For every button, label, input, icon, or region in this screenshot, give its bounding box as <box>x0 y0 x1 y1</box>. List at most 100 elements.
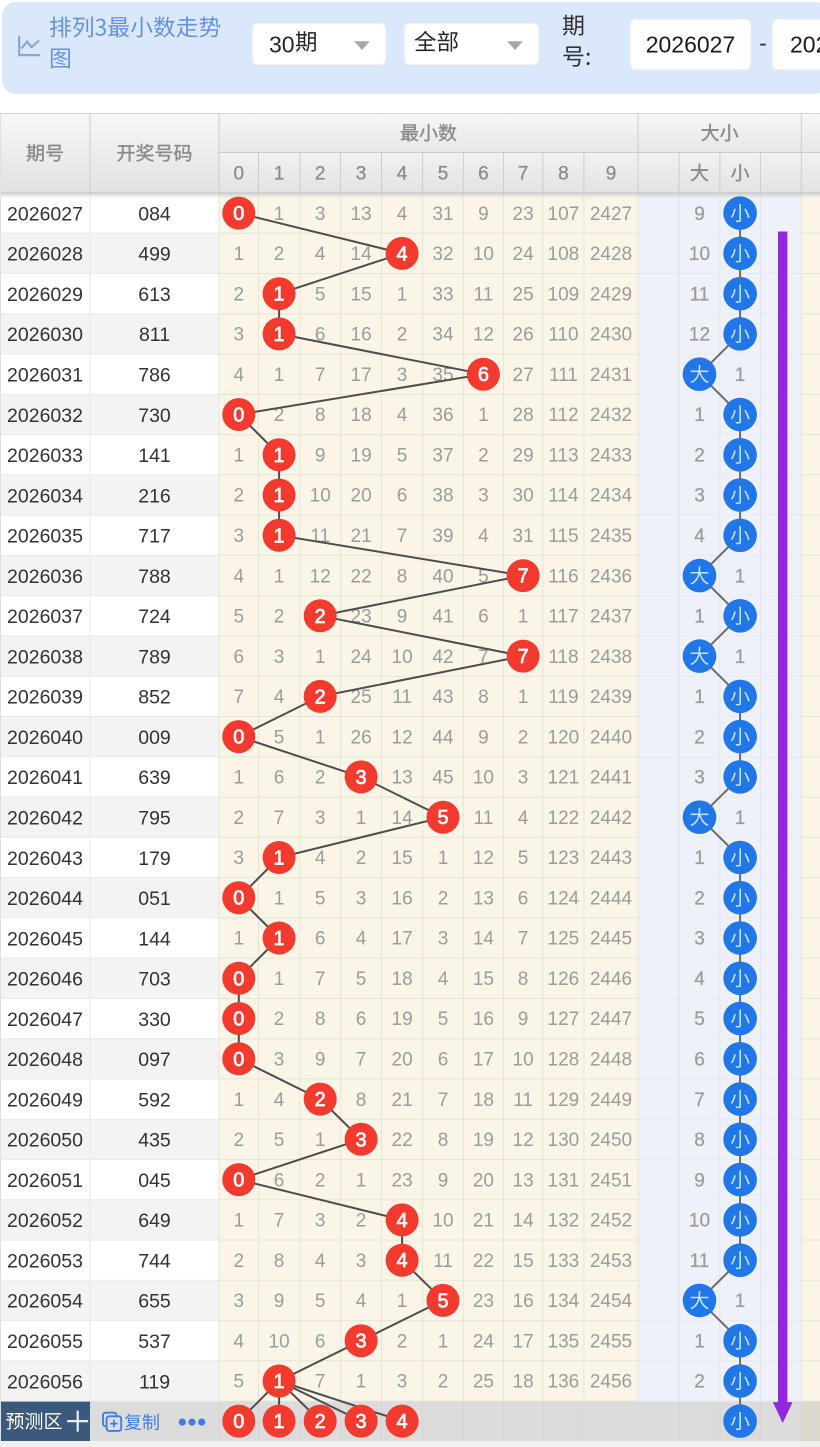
svg-text:216: 216 <box>138 485 171 507</box>
svg-text:136: 136 <box>548 1372 580 1393</box>
svg-text:2026027: 2026027 <box>7 203 83 225</box>
svg-text:12: 12 <box>392 727 413 748</box>
svg-text:17: 17 <box>351 365 372 386</box>
svg-text:23: 23 <box>513 204 534 225</box>
svg-text:128: 128 <box>548 1050 580 1071</box>
svg-text:2026033: 2026033 <box>7 445 83 467</box>
svg-text:639: 639 <box>138 767 171 789</box>
svg-text:3: 3 <box>234 1291 245 1312</box>
svg-text:0: 0 <box>233 968 244 990</box>
svg-text:3: 3 <box>274 647 285 668</box>
svg-text:129: 129 <box>548 1090 580 1111</box>
svg-text:135: 135 <box>548 1331 580 1352</box>
svg-text:2437: 2437 <box>590 607 632 628</box>
svg-text:18: 18 <box>513 1372 534 1393</box>
svg-text:3: 3 <box>356 767 367 789</box>
svg-text:7: 7 <box>518 646 529 668</box>
svg-text:20: 20 <box>473 1170 494 1191</box>
svg-text:2026045: 2026045 <box>7 928 83 950</box>
svg-text:1: 1 <box>315 1130 326 1151</box>
svg-text:6: 6 <box>438 1050 449 1071</box>
svg-text:19: 19 <box>473 1130 494 1151</box>
svg-text:132: 132 <box>548 1211 580 1232</box>
svg-text:119: 119 <box>139 1371 170 1393</box>
svg-text:1: 1 <box>234 1211 245 1232</box>
svg-text:2438: 2438 <box>590 647 632 668</box>
svg-text:1: 1 <box>397 1291 408 1312</box>
svg-text:2026035: 2026035 <box>7 526 83 548</box>
svg-text:2428: 2428 <box>590 244 632 265</box>
svg-text:2: 2 <box>315 1170 326 1191</box>
svg-text:2: 2 <box>234 284 245 305</box>
svg-text:4: 4 <box>694 969 705 990</box>
svg-text:24: 24 <box>473 1331 495 1352</box>
svg-text:499: 499 <box>138 244 171 266</box>
svg-text:2450: 2450 <box>590 1130 632 1151</box>
svg-text:111: 111 <box>549 365 578 386</box>
svg-text:3: 3 <box>356 1251 367 1272</box>
svg-text:5: 5 <box>397 446 408 467</box>
svg-text:2: 2 <box>356 848 367 869</box>
svg-text:6: 6 <box>315 929 326 950</box>
svg-text:1: 1 <box>315 647 326 668</box>
svg-text:6: 6 <box>274 768 285 789</box>
svg-text:4: 4 <box>274 1090 285 1111</box>
svg-text:141: 141 <box>138 445 171 467</box>
svg-text:1: 1 <box>694 848 705 869</box>
svg-text:1: 1 <box>694 405 705 426</box>
svg-text:5: 5 <box>437 807 448 829</box>
svg-text:9: 9 <box>518 1009 529 1030</box>
svg-text:10: 10 <box>432 1211 453 1232</box>
svg-text:123: 123 <box>548 848 580 869</box>
svg-text:2431: 2431 <box>590 365 632 386</box>
svg-text:5: 5 <box>234 1372 245 1393</box>
svg-text:6: 6 <box>518 888 529 909</box>
svg-text:11: 11 <box>392 687 412 708</box>
svg-text:3: 3 <box>397 1372 408 1393</box>
svg-text:2: 2 <box>315 606 326 628</box>
svg-text:13: 13 <box>473 888 494 909</box>
svg-text:179: 179 <box>138 848 171 870</box>
svg-text:1: 1 <box>735 808 746 829</box>
svg-text:1: 1 <box>274 485 285 507</box>
svg-text:28: 28 <box>513 405 534 426</box>
svg-text:3: 3 <box>478 486 489 507</box>
svg-text:25: 25 <box>513 284 534 305</box>
svg-text:11: 11 <box>513 1090 533 1111</box>
svg-text:613: 613 <box>138 284 171 306</box>
svg-text:7: 7 <box>694 1090 705 1111</box>
svg-text:5: 5 <box>356 969 367 990</box>
svg-text:1: 1 <box>234 446 245 467</box>
svg-text:051: 051 <box>138 888 171 910</box>
svg-text:5: 5 <box>438 1009 449 1030</box>
svg-text:1: 1 <box>274 1411 285 1433</box>
svg-text:2449: 2449 <box>590 1090 632 1111</box>
svg-text:3: 3 <box>694 486 705 507</box>
svg-text:4: 4 <box>694 526 705 547</box>
svg-text:811: 811 <box>139 324 170 346</box>
svg-text:2026030: 2026030 <box>7 324 83 346</box>
svg-text:12: 12 <box>473 848 494 869</box>
svg-text:1: 1 <box>735 566 746 587</box>
svg-text:097: 097 <box>138 1049 171 1071</box>
svg-text:6: 6 <box>315 1331 326 1352</box>
svg-text:39: 39 <box>432 526 453 547</box>
svg-text:12: 12 <box>473 325 494 346</box>
svg-text:2430: 2430 <box>590 325 632 346</box>
svg-text:113: 113 <box>548 446 578 467</box>
svg-text:2427: 2427 <box>590 204 632 225</box>
svg-text:4: 4 <box>397 1411 408 1433</box>
svg-text:2451: 2451 <box>590 1170 632 1191</box>
svg-text:045: 045 <box>138 1170 171 1192</box>
svg-text:9: 9 <box>694 204 705 225</box>
svg-text:36: 36 <box>432 405 453 426</box>
svg-text:11: 11 <box>474 284 494 305</box>
svg-text:2026056: 2026056 <box>790 32 820 58</box>
svg-text:131: 131 <box>548 1170 580 1191</box>
svg-text:19: 19 <box>392 1009 413 1030</box>
svg-text:4: 4 <box>234 566 245 587</box>
svg-text:084: 084 <box>138 203 171 225</box>
svg-text:7: 7 <box>518 929 529 950</box>
svg-text:2026039: 2026039 <box>7 687 83 709</box>
svg-text:2440: 2440 <box>590 727 632 748</box>
